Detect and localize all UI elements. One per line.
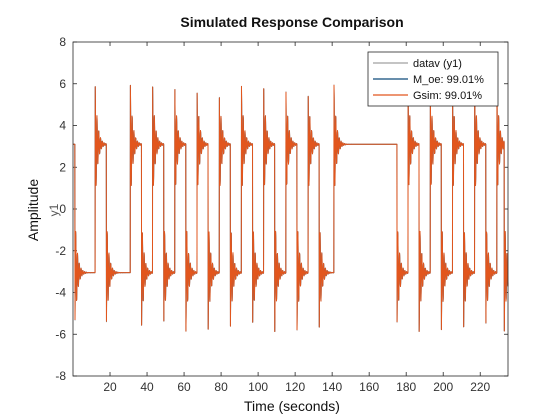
legend-label-3: Gsim: 99.01% [413, 90, 482, 102]
y-tick-label: 4 [59, 119, 66, 133]
x-tick-label: 40 [140, 380, 154, 394]
x-tick-label: 140 [322, 380, 342, 394]
series-layer [72, 84, 509, 333]
y-tick-label: -2 [55, 244, 66, 258]
tick-marks [73, 41, 508, 377]
x-axis-label: Time (seconds) [244, 398, 340, 414]
x-tick-label: 120 [285, 380, 305, 394]
chart-title: Simulated Response Comparison [180, 14, 403, 30]
x-tick-label: 80 [214, 380, 228, 394]
y-channel-label: y1 [47, 203, 61, 216]
x-tick-label: 20 [103, 380, 117, 394]
series-line-3 [72, 84, 509, 333]
legend-label-2: M_oe: 99.01% [413, 74, 484, 86]
y-tick-labels: -8 -6 -4 -2 0 2 4 6 8 [55, 35, 66, 383]
x-tick-label: 100 [248, 380, 268, 394]
y-tick-label: -6 [55, 327, 66, 341]
y-tick-label: 6 [59, 77, 66, 91]
x-tick-label: 220 [470, 380, 490, 394]
x-tick-label: 160 [359, 380, 379, 394]
y-tick-label: 2 [59, 160, 66, 174]
y-tick-label: 0 [59, 202, 66, 216]
plot-frame [72, 41, 509, 377]
x-tick-labels: 20 40 60 80 100 120 140 160 180 200 220 [103, 380, 490, 394]
x-tick-label: 200 [433, 380, 453, 394]
x-tick-label: 180 [396, 380, 416, 394]
x-tick-label: 60 [177, 380, 191, 394]
y-axis-label: Amplitude [25, 179, 41, 241]
legend: datav (y1) M_oe: 99.01% Gsim: 99.01% [367, 51, 499, 107]
y-tick-label: -4 [55, 286, 66, 300]
y-tick-label: -8 [55, 369, 66, 383]
legend-label-1: datav (y1) [413, 58, 462, 70]
y-tick-label: 8 [59, 35, 66, 49]
